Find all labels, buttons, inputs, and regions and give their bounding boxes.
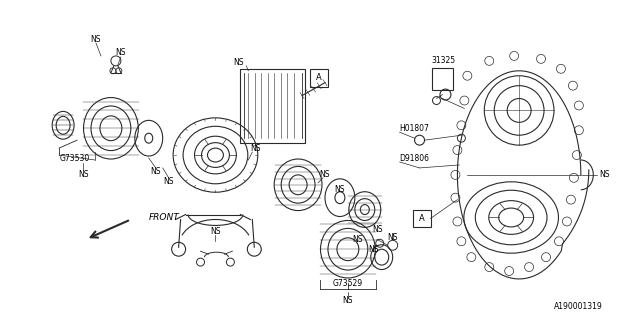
Text: NS: NS xyxy=(353,235,363,244)
Text: G73529: G73529 xyxy=(333,279,363,288)
Text: NS: NS xyxy=(150,167,161,176)
Bar xyxy=(431,68,453,90)
Text: FRONT: FRONT xyxy=(148,213,179,222)
Text: A190001319: A190001319 xyxy=(554,302,603,311)
Text: NS: NS xyxy=(599,170,609,180)
Text: NS: NS xyxy=(369,245,379,254)
Text: NS: NS xyxy=(163,177,174,186)
Text: NS: NS xyxy=(387,233,398,242)
Text: G73530: G73530 xyxy=(59,154,90,163)
Text: NS: NS xyxy=(320,170,330,180)
Text: H01807: H01807 xyxy=(399,124,429,133)
Bar xyxy=(310,69,328,87)
Bar xyxy=(413,210,431,228)
Text: 31325: 31325 xyxy=(431,56,456,65)
Text: NS: NS xyxy=(116,48,126,57)
Text: NS: NS xyxy=(335,185,345,194)
Text: NS: NS xyxy=(342,296,353,305)
Text: A: A xyxy=(316,73,322,82)
Text: NS: NS xyxy=(210,227,221,236)
Text: NS: NS xyxy=(372,225,383,234)
Text: NS: NS xyxy=(78,170,88,180)
Text: A: A xyxy=(419,214,424,223)
Bar xyxy=(241,69,305,143)
Text: NS: NS xyxy=(233,58,244,67)
Text: NS: NS xyxy=(250,144,260,153)
Text: NS: NS xyxy=(91,35,101,44)
Text: D91806: D91806 xyxy=(399,154,429,163)
